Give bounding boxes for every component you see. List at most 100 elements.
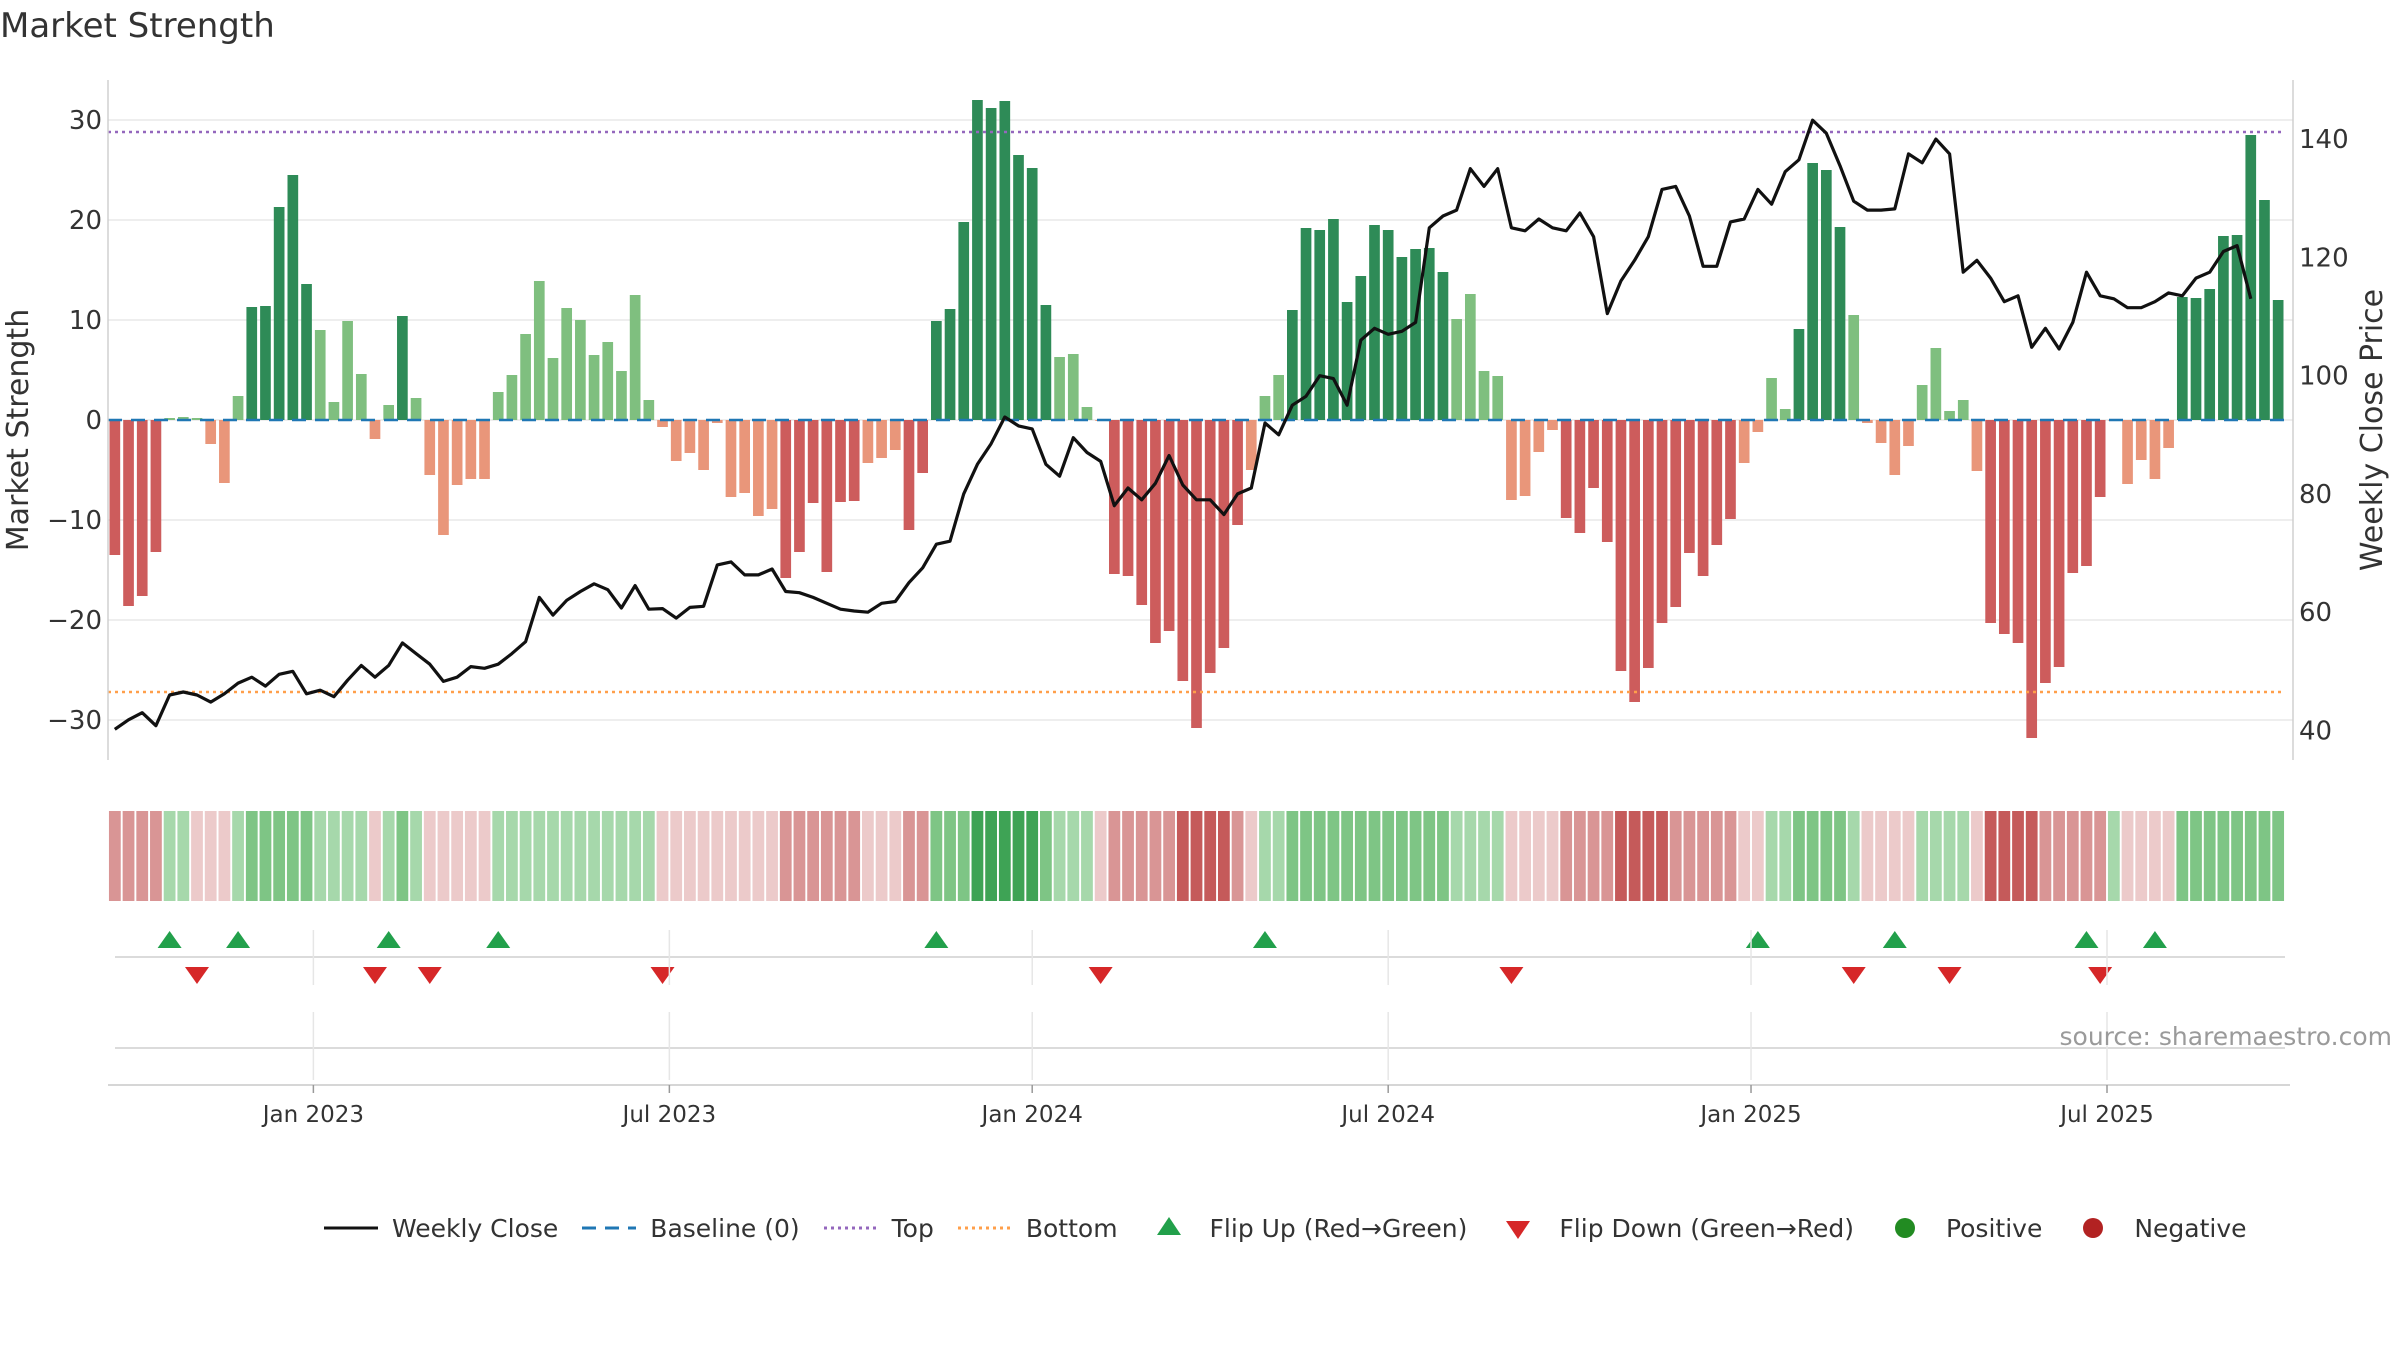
intensity-cell xyxy=(711,811,724,901)
x-tick-label: Jul 2023 xyxy=(621,1102,717,1128)
y-left-tick-label: −10 xyxy=(47,506,102,536)
intensity-cell xyxy=(889,811,902,901)
strength-bar-negative xyxy=(725,420,737,497)
intensity-cell xyxy=(2066,811,2079,901)
intensity-cell xyxy=(1259,811,1271,901)
intensity-cell xyxy=(533,811,546,901)
legend-item-positive: Positive xyxy=(1874,1213,2042,1243)
strength-bar-positive xyxy=(1355,276,1367,420)
intensity-cell xyxy=(1902,811,1915,901)
strength-bar-negative xyxy=(711,420,723,423)
flip-down-marker xyxy=(2088,967,2113,984)
intensity-cell xyxy=(314,811,327,901)
intensity-cell xyxy=(1245,811,1258,901)
intensity-cell xyxy=(1971,811,1983,901)
strength-bar-positive xyxy=(1437,272,1449,420)
intensity-cell xyxy=(492,811,505,901)
legend-label-baseline: Baseline (0) xyxy=(650,1213,800,1243)
flip-down-marker xyxy=(1937,967,1962,984)
intensity-cell xyxy=(1505,811,1518,901)
strength-bar-negative xyxy=(1711,420,1723,545)
strength-bar-negative xyxy=(1218,420,1230,648)
flip-down-marker xyxy=(1841,967,1866,984)
strength-bar-negative xyxy=(889,420,901,450)
strength-bar-negative xyxy=(670,420,682,461)
strength-bar-negative xyxy=(917,420,929,473)
intensity-cell xyxy=(1272,811,1285,901)
intensity-cell xyxy=(1519,811,1531,901)
intensity-cell xyxy=(1437,811,1449,901)
strength-bar-positive xyxy=(547,358,559,420)
intensity-cell xyxy=(122,811,135,901)
strength-bar-negative xyxy=(876,420,887,458)
intensity-cell xyxy=(779,811,792,901)
strength-bar-negative xyxy=(903,420,915,530)
strength-bar-negative xyxy=(150,420,162,552)
intensity-cell xyxy=(1491,811,1504,901)
intensity-cell xyxy=(1135,811,1148,901)
strength-bar-negative xyxy=(1191,420,1202,728)
y-right-tick-label: 120 xyxy=(2299,243,2349,273)
intensity-cell xyxy=(1478,811,1490,901)
strength-bar-positive xyxy=(2176,297,2188,420)
weekly-close-line xyxy=(113,118,2253,731)
strength-bar-positive xyxy=(410,398,422,420)
strength-bar-positive xyxy=(1492,376,1504,420)
intensity-cell xyxy=(2135,811,2148,901)
intensity-cell xyxy=(1108,811,1121,901)
strength-bar-positive xyxy=(643,400,655,420)
triangle-down-icon xyxy=(1506,1221,1531,1239)
intensity-cell xyxy=(1286,811,1299,901)
intensity-cell xyxy=(684,811,696,901)
intensity-cell xyxy=(1765,811,1778,901)
strength-bar-negative xyxy=(1903,420,1914,446)
axes: −30 −20 −10 0 10 20 30 40 60 80 100 120 140 Market St… xyxy=(1,80,2390,760)
intensity-cell xyxy=(1053,811,1066,901)
strength-bar-negative xyxy=(1971,420,1983,471)
strength-bar-positive xyxy=(1259,396,1271,420)
intensity-cell xyxy=(1122,811,1134,901)
strength-bar-positive xyxy=(1944,411,1955,420)
top-dotted-icon xyxy=(823,1226,878,1230)
intensity-cell xyxy=(1793,811,1805,901)
strength-bar-positive xyxy=(1916,385,1928,420)
intensity-cell xyxy=(957,811,970,901)
strength-bar-positive xyxy=(492,392,504,420)
flip-up-marker xyxy=(1745,931,1770,948)
intensity-cell xyxy=(1300,811,1312,901)
intensity-cell xyxy=(1724,811,1737,901)
intensity-cell xyxy=(396,811,409,901)
intensity-cell xyxy=(1847,811,1860,901)
baseline-dash-icon xyxy=(582,1226,637,1230)
intensity-cell xyxy=(2107,811,2120,901)
strength-bar-negative xyxy=(1547,420,1558,430)
intensity-cell xyxy=(410,811,422,901)
flip-up-marker xyxy=(376,931,401,948)
y-left-tick-label: 0 xyxy=(85,406,102,436)
strength-bar-positive xyxy=(383,405,395,420)
strength-bar-positive xyxy=(972,100,983,420)
intensity-cell xyxy=(916,811,929,901)
strength-bar-negative xyxy=(821,420,833,572)
intensity-cell xyxy=(1697,811,1709,901)
intensity-cell xyxy=(382,811,395,901)
intensity-cell xyxy=(451,811,464,901)
triangle-up-icon xyxy=(1156,1217,1181,1235)
strength-bar-negative xyxy=(1642,420,1654,668)
intensity-cell xyxy=(1656,811,1668,901)
intensity-cell xyxy=(245,811,258,901)
strength-bar-positive xyxy=(301,284,312,420)
strength-bar-negative xyxy=(205,420,217,444)
strength-bar-positive xyxy=(1423,248,1435,420)
intensity-cell xyxy=(547,811,559,901)
strength-bar-negative xyxy=(1889,420,1901,475)
strength-bar-negative xyxy=(794,420,805,552)
legend-item-flip-down: Flip Down (Green→Red) xyxy=(1487,1213,1854,1243)
intensity-cell xyxy=(1409,811,1422,901)
strength-bar-negative xyxy=(1670,420,1682,607)
intensity-cell xyxy=(2080,811,2093,901)
strength-bar-positive xyxy=(1396,257,1408,420)
y-right-tick-label: 80 xyxy=(2299,480,2332,510)
close-line-icon xyxy=(324,1226,378,1230)
